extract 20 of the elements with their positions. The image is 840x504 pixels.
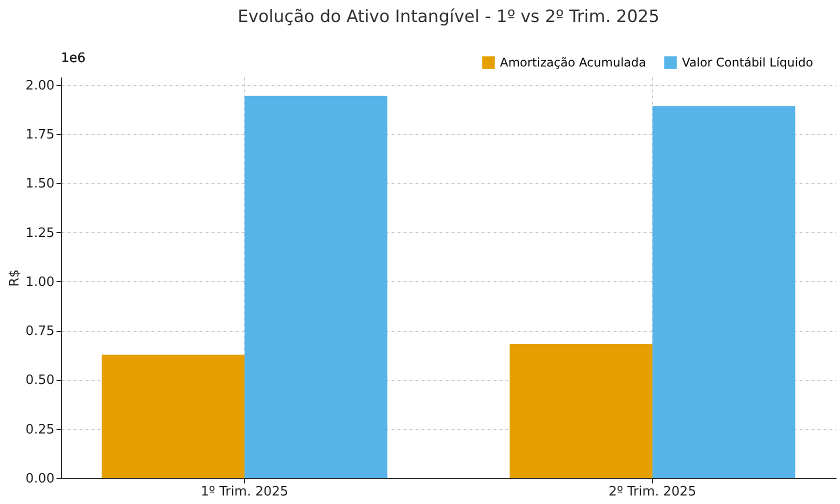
bar: [244, 96, 388, 478]
legend-label: Valor Contábil Líquido: [682, 56, 814, 70]
y-tick-label: 2.00: [26, 78, 54, 94]
x-tick-label: 1º Trim. 2025: [200, 484, 288, 500]
x-tick-label: 2º Trim. 2025: [608, 484, 696, 500]
y-tick-label: 0.25: [26, 422, 54, 438]
y-axis-title: R$: [8, 269, 23, 287]
text: 1e6: [61, 51, 86, 66]
y-tick-label: 1.50: [26, 176, 54, 192]
y-tick-label: 0.00: [26, 472, 54, 486]
y-tick-label: 1.75: [26, 128, 54, 143]
y-tick-label: 0.75: [26, 324, 54, 340]
bar: [102, 354, 245, 478]
y-tick-label: 1.00: [26, 274, 54, 290]
bar: [652, 106, 796, 478]
chart-title: Evolução do Ativo Intangível - 1º vs 2º Trim. 2025: [238, 7, 660, 27]
legend-label: Amortização Acumulada: [500, 56, 646, 70]
y-tick-label: 0.50: [26, 373, 54, 388]
bar: [510, 344, 652, 478]
y-tick-label: 1.25: [26, 226, 54, 241]
